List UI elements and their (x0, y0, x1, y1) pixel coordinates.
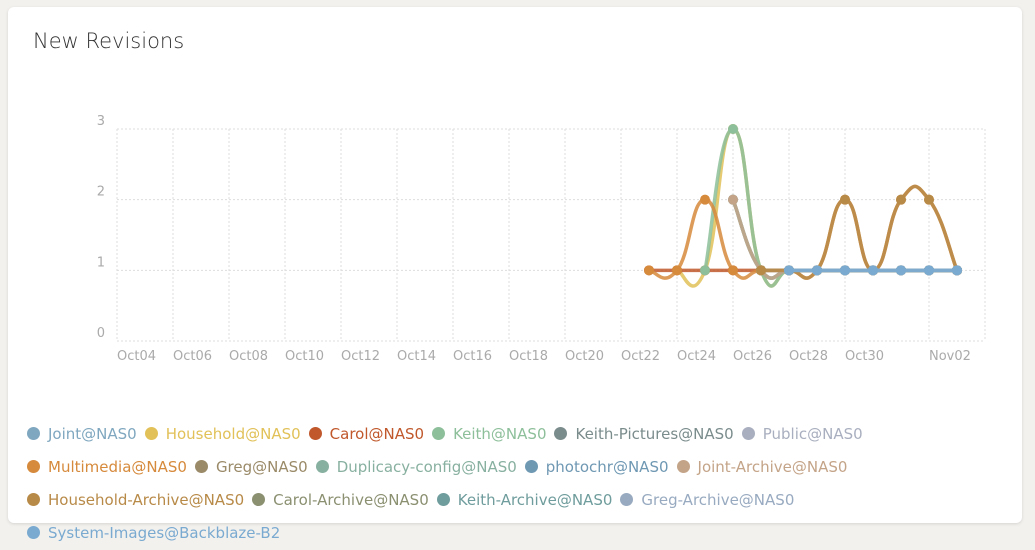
legend-item[interactable]: photochr@NAS0 (524, 451, 669, 484)
x-tick-label: Oct16 (453, 349, 492, 364)
x-tick-label: Nov02 (929, 349, 971, 364)
data-point (728, 265, 738, 276)
data-point (728, 194, 738, 205)
legend-label: Carol-Archive@NAS0 (273, 491, 429, 509)
data-point (924, 194, 934, 205)
x-tick-label: Oct10 (285, 349, 324, 364)
legend-swatch (432, 427, 446, 440)
series-line (761, 184, 959, 280)
x-tick-label: Oct28 (789, 349, 828, 364)
data-point (924, 265, 934, 276)
legend-item[interactable]: Household@NAS0 (144, 418, 301, 451)
legend-swatch (554, 427, 568, 440)
legend-label: Multimedia@NAS0 (48, 458, 187, 476)
legend-label: Keith-Pictures@NAS0 (575, 425, 734, 443)
y-tick-label: 2 (97, 185, 105, 200)
x-tick-label: Oct26 (733, 349, 772, 364)
data-point (840, 265, 850, 276)
legend-swatch (315, 460, 329, 473)
legend-item[interactable]: Duplicacy-config@NAS0 (315, 451, 517, 484)
legend-swatch (620, 493, 634, 506)
page: New Revisions 0 1 2 3 Oct04 Oct06 Oct08 Oct10 Oc… (8, 7, 1022, 542)
legend-item[interactable]: Multimedia@NAS0 (27, 451, 187, 484)
data-point (672, 265, 682, 276)
x-tick-label: Oct18 (509, 349, 548, 364)
legend: Joint@NAS0 Household@NAS0 Carol@NAS0 Keith@… (27, 418, 987, 550)
legend-item[interactable]: Keith@NAS0 (432, 418, 546, 451)
chart: 0 1 2 3 Oct04 Oct06 Oct08 Oct10 Oct12 Oct14 Oct16 O… (97, 114, 986, 364)
legend-swatch (27, 493, 40, 506)
legend-label: Joint-Archive@NAS0 (697, 458, 848, 476)
x-tick-label: Oct06 (173, 349, 212, 364)
data-point (952, 265, 962, 276)
x-tick-label: Oct22 (621, 349, 660, 364)
legend-swatch (436, 493, 450, 506)
y-tick-label: 1 (97, 255, 105, 270)
legend-swatch (144, 427, 158, 440)
x-tick-label: Oct24 (677, 349, 716, 364)
legend-swatch (741, 427, 755, 440)
y-tick-label: 0 (97, 326, 105, 341)
data-point (868, 265, 878, 276)
legend-item[interactable]: Keith-Pictures@NAS0 (554, 418, 734, 451)
legend-swatch (252, 493, 266, 506)
legend-label: Joint@NAS0 (48, 425, 137, 443)
data-point (756, 265, 766, 276)
legend-item[interactable]: Carol@NAS0 (308, 418, 425, 451)
legend-swatch (676, 460, 690, 473)
legend-swatch (27, 460, 40, 473)
legend-swatch (27, 526, 40, 539)
legend-label: System-Images@Backblaze-B2 (48, 524, 281, 542)
x-tick-label: Oct08 (229, 349, 268, 364)
series-line (676, 127, 957, 288)
data-point (896, 194, 906, 205)
legend-label: Greg-Archive@NAS0 (641, 491, 795, 509)
data-point (644, 265, 654, 276)
card: New Revisions 0 1 2 3 Oct04 Oct06 Oct08 Oct10 Oc… (8, 7, 1022, 542)
data-point (700, 194, 710, 205)
legend-item[interactable]: Joint@NAS0 (27, 418, 137, 451)
legend-item[interactable]: System-Images@Backblaze-B2 (27, 517, 280, 550)
chart-title: New Revisions (33, 29, 185, 53)
legend-label: Greg@NAS0 (215, 458, 308, 476)
x-tick-label: Oct30 (845, 349, 884, 364)
x-tick-label: Oct12 (341, 349, 380, 364)
legend-item[interactable]: Keith-Archive@NAS0 (436, 484, 613, 517)
legend-label: Keith-Archive@NAS0 (457, 491, 613, 509)
legend-swatch (27, 427, 40, 440)
legend-label: Duplicacy-config@NAS0 (336, 458, 517, 476)
legend-label: Keith@NAS0 (453, 425, 547, 443)
legend-item[interactable]: Carol-Archive@NAS0 (252, 484, 429, 517)
x-tick-label: Oct14 (397, 349, 436, 364)
legend-label: Household@NAS0 (165, 425, 301, 443)
legend-label: Carol@NAS0 (329, 425, 425, 443)
legend-label: Public@NAS0 (762, 425, 863, 443)
data-point (840, 194, 850, 205)
data-point (784, 265, 794, 276)
legend-item[interactable]: Greg@NAS0 (194, 451, 308, 484)
data-point (896, 265, 906, 276)
legend-item[interactable]: Household-Archive@NAS0 (27, 484, 244, 517)
legend-label: Household-Archive@NAS0 (48, 491, 245, 509)
x-tick-label: Oct04 (117, 349, 156, 364)
legend-item[interactable]: Greg-Archive@NAS0 (620, 484, 794, 517)
series-line (648, 184, 959, 280)
legend-label: photochr@NAS0 (545, 458, 669, 476)
legend-swatch (524, 460, 538, 473)
data-point (728, 124, 738, 134)
y-tick-label: 3 (97, 114, 105, 129)
legend-swatch (308, 427, 322, 440)
data-point (700, 265, 710, 276)
legend-swatch (194, 460, 208, 473)
legend-item[interactable]: Joint-Archive@NAS0 (676, 451, 848, 484)
x-tick-label: Oct20 (565, 349, 604, 364)
data-point (812, 265, 822, 276)
series-line (703, 127, 957, 288)
legend-item[interactable]: Public@NAS0 (741, 418, 863, 451)
